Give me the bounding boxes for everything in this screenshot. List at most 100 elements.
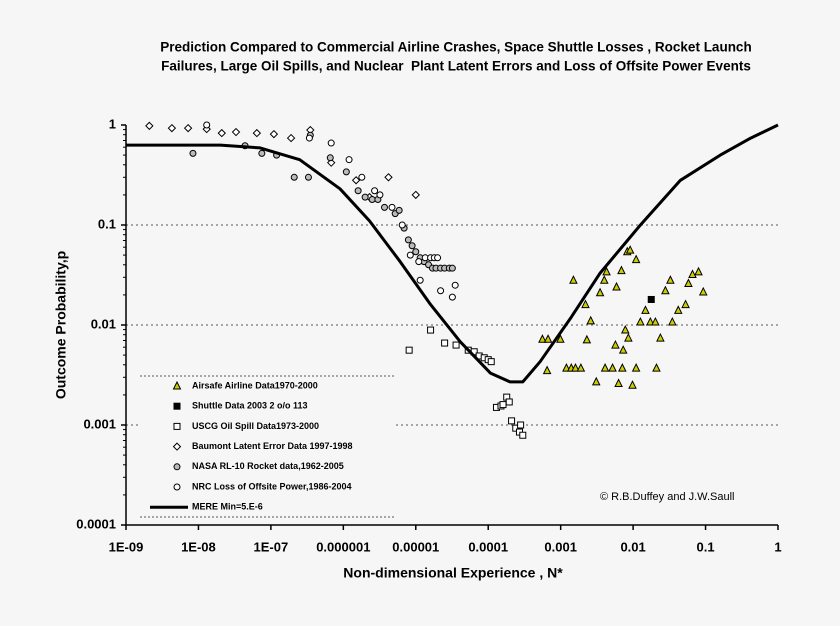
- data-point: [448, 264, 456, 272]
- legend-marker: [172, 442, 182, 451]
- data-point: [517, 421, 525, 429]
- chart-title: Prediction Compared to Commercial Airlin…: [160, 40, 751, 55]
- legend-marker: [172, 380, 182, 390]
- data-point: [599, 275, 609, 284]
- data-point: [183, 123, 193, 133]
- data-point: [581, 299, 590, 309]
- data-point: [487, 358, 495, 366]
- y-tick-label: 0.001: [83, 416, 116, 431]
- data-point: [371, 187, 379, 195]
- data-point: [406, 251, 414, 259]
- legend-label: MERE Min=5.E-6: [192, 502, 263, 512]
- data-point: [656, 332, 665, 342]
- data-point: [556, 334, 565, 343]
- data-point: [618, 363, 627, 372]
- legend-label: NRC Loss of Offsite Power,1986-2004: [192, 481, 352, 491]
- data-point: [361, 193, 369, 201]
- legend-marker: [173, 463, 181, 471]
- legend-marker: [173, 422, 181, 430]
- data-point: [569, 275, 578, 284]
- data-point: [380, 203, 388, 211]
- data-point: [505, 398, 513, 406]
- data-point: [217, 128, 226, 138]
- x-tick-label: 1E-09: [109, 539, 144, 554]
- data-point: [358, 173, 366, 181]
- data-point: [326, 154, 334, 162]
- data-point: [600, 363, 610, 372]
- copyright-note: © R.B.Duffey and J.W.Saull: [600, 491, 734, 503]
- y-tick-label: 1: [109, 116, 116, 131]
- data-point: [398, 221, 406, 229]
- data-point: [189, 149, 197, 157]
- data-point: [203, 121, 211, 129]
- data-point: [641, 305, 650, 314]
- data-point: [571, 363, 580, 372]
- data-point: [408, 242, 416, 250]
- data-point: [612, 281, 621, 291]
- data-point: [145, 121, 154, 131]
- data-point: [252, 128, 262, 138]
- data-point: [694, 266, 703, 276]
- legend-label: Baumont Latent Error Data 1997-1998: [192, 441, 353, 451]
- data-point: [636, 316, 645, 326]
- x-tick-label: 0.0001: [468, 539, 508, 554]
- data-point: [651, 316, 660, 326]
- data-point: [376, 191, 384, 199]
- legend-marker: [173, 483, 181, 491]
- data-point: [405, 346, 413, 354]
- data-point: [305, 134, 313, 142]
- data-point: [368, 195, 376, 203]
- x-tick-label: 0.00001: [392, 539, 439, 554]
- data-point: [628, 380, 637, 389]
- data-point: [624, 332, 633, 342]
- data-point: [290, 173, 298, 181]
- data-point: [673, 305, 683, 314]
- data-point: [608, 363, 617, 372]
- x-tick-label: 1E-08: [181, 539, 216, 554]
- data-point: [681, 299, 690, 309]
- data-point: [286, 133, 296, 143]
- data-point: [684, 278, 693, 288]
- data-point: [412, 248, 420, 256]
- x-tick-label: 1E-07: [254, 539, 289, 554]
- legend-label: NASA RL-10 Rocket data,1962-2005: [192, 461, 344, 471]
- x-tick-label: 1: [774, 539, 781, 554]
- data-point: [602, 266, 611, 276]
- data-point: [231, 127, 241, 137]
- mere-line: [126, 123, 779, 384]
- data-point: [451, 281, 459, 289]
- data-point: [269, 129, 279, 139]
- data-point: [499, 401, 507, 409]
- data-point: [508, 417, 516, 425]
- legend-box: [140, 376, 395, 517]
- data-point: [415, 258, 423, 266]
- data-point: [631, 254, 641, 264]
- data-point: [411, 190, 420, 200]
- data-point: [611, 339, 620, 349]
- data-point: [351, 176, 361, 185]
- data-point: [427, 326, 435, 334]
- data-point: [538, 334, 547, 343]
- data-point: [576, 363, 586, 372]
- legend-label: Shuttle Data 2003 2 o/o 113: [192, 401, 308, 411]
- data-point: [617, 265, 626, 275]
- data-point: [543, 334, 553, 343]
- data-point: [448, 293, 456, 301]
- x-tick-label: 0.01: [620, 539, 645, 554]
- data-point: [595, 287, 605, 297]
- x-tick-label: 0.000001: [316, 539, 370, 554]
- legend-label: USCG Oil Spill Data1973-2000: [192, 421, 319, 431]
- y-axis-title: Outcome Probability,p: [53, 251, 69, 399]
- legend-label: Airsafe Airline Data1970-2000: [192, 380, 318, 390]
- data-point: [698, 286, 708, 296]
- data-point: [345, 156, 353, 164]
- legend-marker: [173, 402, 181, 410]
- data-point: [620, 324, 630, 334]
- data-point: [327, 139, 335, 147]
- x-axis-title: Non-dimensional Experience , N*: [343, 565, 563, 581]
- data-point: [342, 168, 350, 176]
- data-point: [452, 341, 460, 349]
- data-point: [519, 431, 527, 439]
